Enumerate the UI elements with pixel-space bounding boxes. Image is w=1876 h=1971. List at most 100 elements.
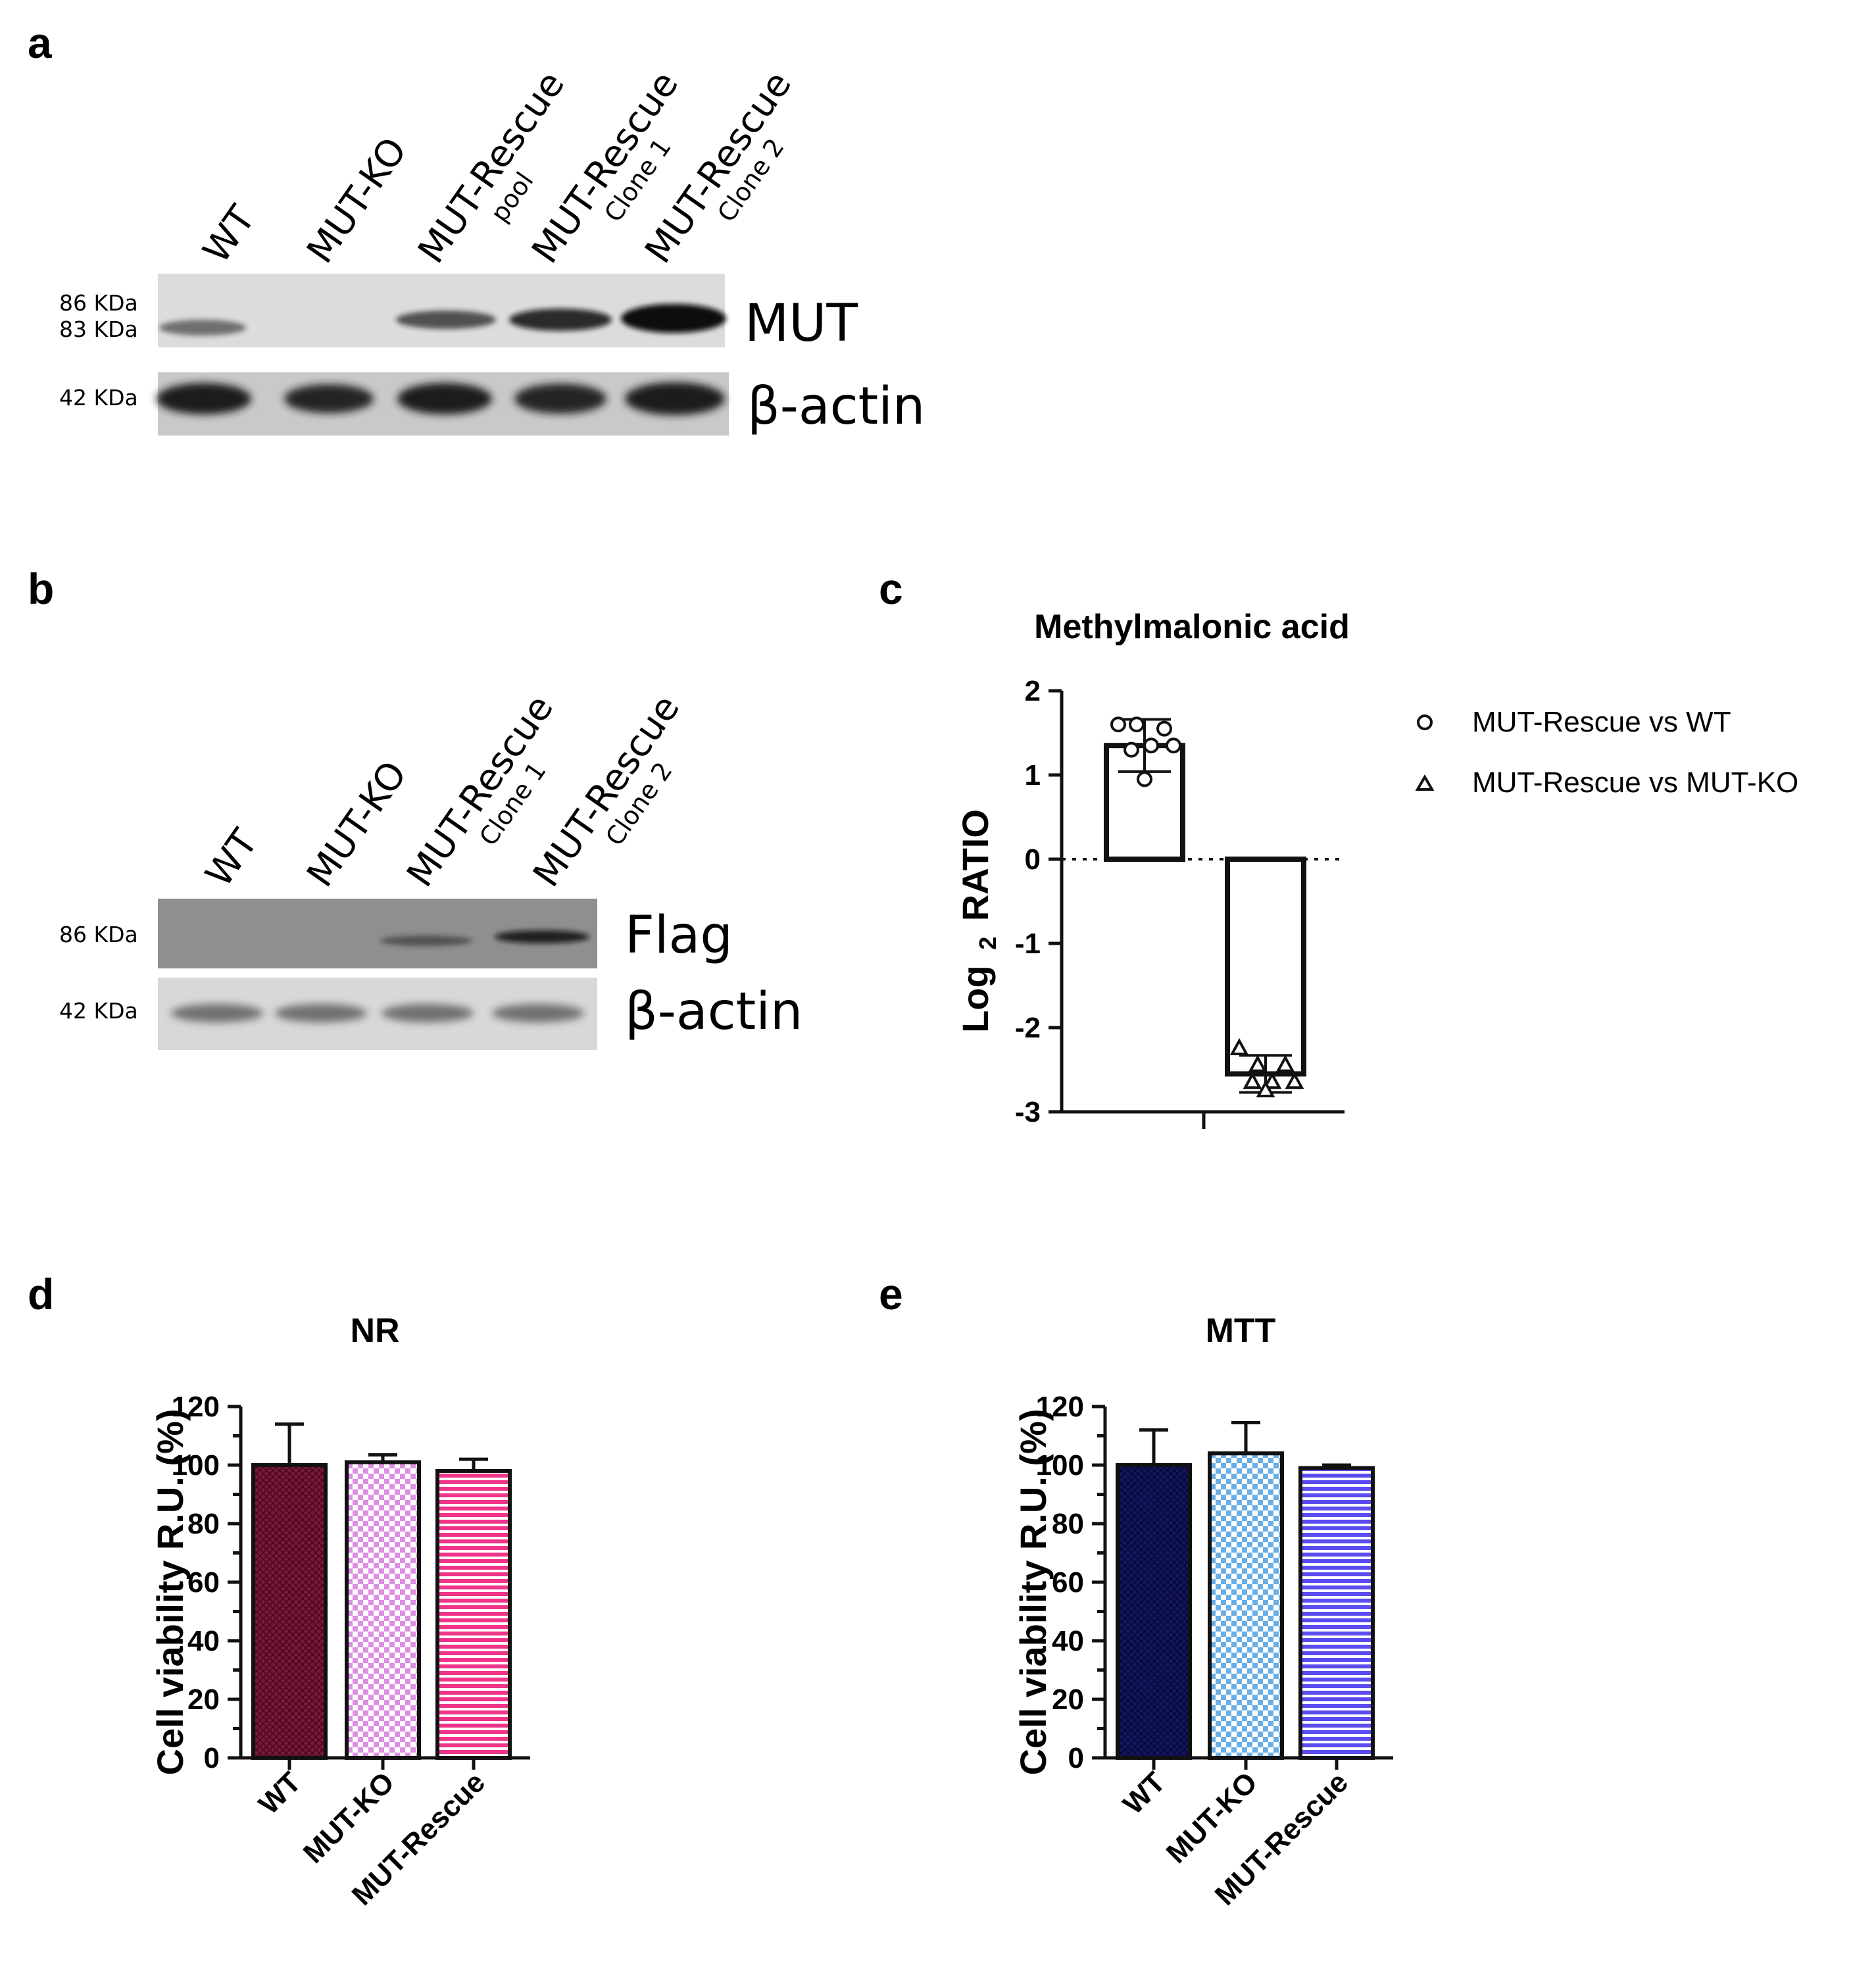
- chart-c-point-triangle: [1262, 1072, 1282, 1089]
- chart-e-y-tick-label: 120: [1036, 1391, 1084, 1423]
- chart-e-y-tick-label: 0: [1068, 1742, 1084, 1774]
- chart-e-y-tick-label: 20: [1052, 1684, 1084, 1716]
- legend-label-rescue-vs-ko: MUT-Rescue vs MUT-KO: [1472, 766, 1798, 799]
- chart-c-point-circle: [1129, 716, 1145, 733]
- lane-label-mut-ko: MUT-KO: [299, 130, 415, 271]
- blot-actin-a-bands: [157, 382, 725, 415]
- chart-e-bar: [1298, 1466, 1375, 1760]
- chart-c-point-circle: [1156, 720, 1172, 737]
- panel-b: b WT MUT-KO MUT-Rescue Clone 1 MUT-Rescu…: [28, 564, 802, 1050]
- chart-c-point-circle: [1110, 716, 1126, 733]
- band-actin-a-ko: [284, 384, 374, 413]
- chart-c-point-triangle: [1285, 1072, 1304, 1089]
- chart-c-point-triangle: [1243, 1072, 1262, 1089]
- chart-c-ylabel-log: Log: [954, 965, 996, 1033]
- chart-e-y-tick-label: 60: [1052, 1566, 1084, 1599]
- legend-label-rescue-vs-wt: MUT-Rescue vs WT: [1472, 706, 1731, 738]
- panel-d: d NR Cell viability R.U. (%) 0 20 40 60 80 10…: [28, 1270, 530, 1912]
- lane-label-wt: WT: [195, 198, 264, 271]
- chart-c-point-triangle: [1229, 1037, 1249, 1055]
- chart-c-y-tick-label: -2: [1015, 1012, 1041, 1044]
- chart-e-y-tick-label: 80: [1052, 1508, 1084, 1540]
- panel-a: a WT MUT-KO MUT-Rescue pool MUT-Rescue C…: [28, 18, 925, 436]
- chart-e-bar: [1208, 1451, 1284, 1760]
- mw-label-86: 86 KDa: [59, 290, 138, 316]
- band-actin-b-ko: [275, 1004, 367, 1022]
- band-actin-a-clone1: [514, 384, 606, 414]
- chart-c-legend: MUT-Rescue vs WT MUT-Rescue vs MUT-KO: [1415, 706, 1798, 799]
- chart-c-point-circle: [1143, 737, 1159, 754]
- panel-letter-c: c: [879, 564, 903, 613]
- chart-d-y-tick-label: 20: [187, 1684, 220, 1716]
- chart-c-y-tick-label: 1: [1025, 759, 1041, 791]
- band-actin-a-wt: [157, 383, 251, 414]
- mw-label-b-42: 42 KDa: [59, 998, 138, 1024]
- chart-e-y-tick-label: 40: [1052, 1625, 1084, 1657]
- chart-d-y-tick-label: 80: [187, 1508, 220, 1540]
- chart-c-y-tick-label: -3: [1015, 1096, 1041, 1128]
- chart-c-point-triangle: [1256, 1080, 1275, 1097]
- chart-d-y-tick-label: 40: [187, 1625, 220, 1657]
- chart-e-ylabel: Cell viability R.U. (%): [1012, 1409, 1054, 1776]
- blot-actin-b-bands: [171, 1004, 584, 1022]
- lane-label-b-wt: WT: [197, 822, 266, 895]
- band-mut-wt: [159, 320, 246, 336]
- chart-c-point-circle: [1166, 737, 1181, 754]
- legend-marker-circle: [1417, 714, 1433, 730]
- band-actin-b-clone1: [382, 1004, 474, 1022]
- chart-d-title: NR: [350, 1312, 399, 1350]
- band-mut-clone2: [621, 304, 726, 333]
- protein-label-flag: Flag: [625, 906, 733, 965]
- band-actin-b-clone2: [492, 1004, 584, 1022]
- panel-letter-b: b: [28, 564, 54, 613]
- legend-marker-triangle: [1415, 774, 1435, 791]
- chart-d-bar: [251, 1463, 328, 1760]
- band-mut-clone1: [509, 309, 612, 331]
- chart-c-ylabel-sub: 2: [974, 937, 1001, 950]
- chart-d-bar: [345, 1460, 421, 1760]
- band-actin-a-pool: [397, 383, 492, 414]
- chart-c-title: Methylmalonic acid: [1034, 608, 1350, 646]
- chart-d-bar: [435, 1468, 512, 1760]
- band-mut-pool: [396, 311, 496, 329]
- chart-d-category-label: WT: [253, 1766, 307, 1820]
- chart-e-title: MTT: [1206, 1312, 1276, 1350]
- protein-label-actin-a: β-actin: [747, 377, 925, 436]
- blot-flag-bands: [380, 930, 589, 946]
- protein-label-mut: MUT: [745, 294, 858, 353]
- chart-d-y-tick-label: 120: [172, 1391, 220, 1423]
- mw-label-b-86: 86 KDa: [59, 922, 138, 947]
- chart-e-y-tick-label: 100: [1036, 1449, 1084, 1482]
- mw-label-42-a: 42 KDa: [59, 385, 138, 411]
- panel-c: c Methylmalonic acid 2 1 0 -1 -2 -3 Log 2 RAT…: [879, 564, 1798, 1129]
- lane-labels-a: WT MUT-KO MUT-Rescue pool MUT-Rescue Clo…: [195, 64, 800, 271]
- band-flag-clone1: [380, 936, 472, 946]
- chart-d-y-tick-label: 0: [204, 1742, 220, 1774]
- protein-label-actin-b: β-actin: [625, 982, 802, 1041]
- chart-d-y-tick-label: 60: [187, 1566, 220, 1599]
- chart-c-ylabel-ratio: RATIO: [954, 809, 996, 921]
- chart-c-point-triangle: [1248, 1055, 1268, 1072]
- lane-label-b-mut-ko: MUT-KO: [299, 754, 415, 895]
- chart-c-y-tick-label: 0: [1025, 843, 1041, 876]
- panel-letter-a: a: [28, 18, 53, 67]
- mw-label-83: 83 KDa: [59, 316, 138, 342]
- lane-labels-b: WT MUT-KO MUT-Rescue Clone 1 MUT-Rescue …: [197, 687, 688, 895]
- chart-e-bar: [1116, 1463, 1192, 1760]
- chart-d-ylabel: Cell viability R.U. (%): [149, 1409, 191, 1776]
- chart-c-point-circle: [1137, 771, 1152, 787]
- chart-d-y-tick-label: 100: [172, 1449, 220, 1482]
- panel-e: e MTT Cell viability R.U. (%) 0 20 40 60 80 1…: [879, 1270, 1393, 1912]
- chart-c-plot: 2 1 0 -1 -2 -3: [1015, 675, 1345, 1129]
- band-flag-clone2: [495, 930, 589, 943]
- chart-c-ylabel: Log 2 RATIO: [954, 809, 1004, 1033]
- chart-c-point-circle: [1123, 741, 1139, 758]
- chart-e-category-label: WT: [1117, 1766, 1172, 1820]
- chart-c-y-tick-label: 2: [1025, 675, 1041, 707]
- panel-letter-e: e: [879, 1270, 903, 1318]
- panel-letter-d: d: [28, 1270, 54, 1318]
- band-actin-a-clone2: [625, 382, 725, 415]
